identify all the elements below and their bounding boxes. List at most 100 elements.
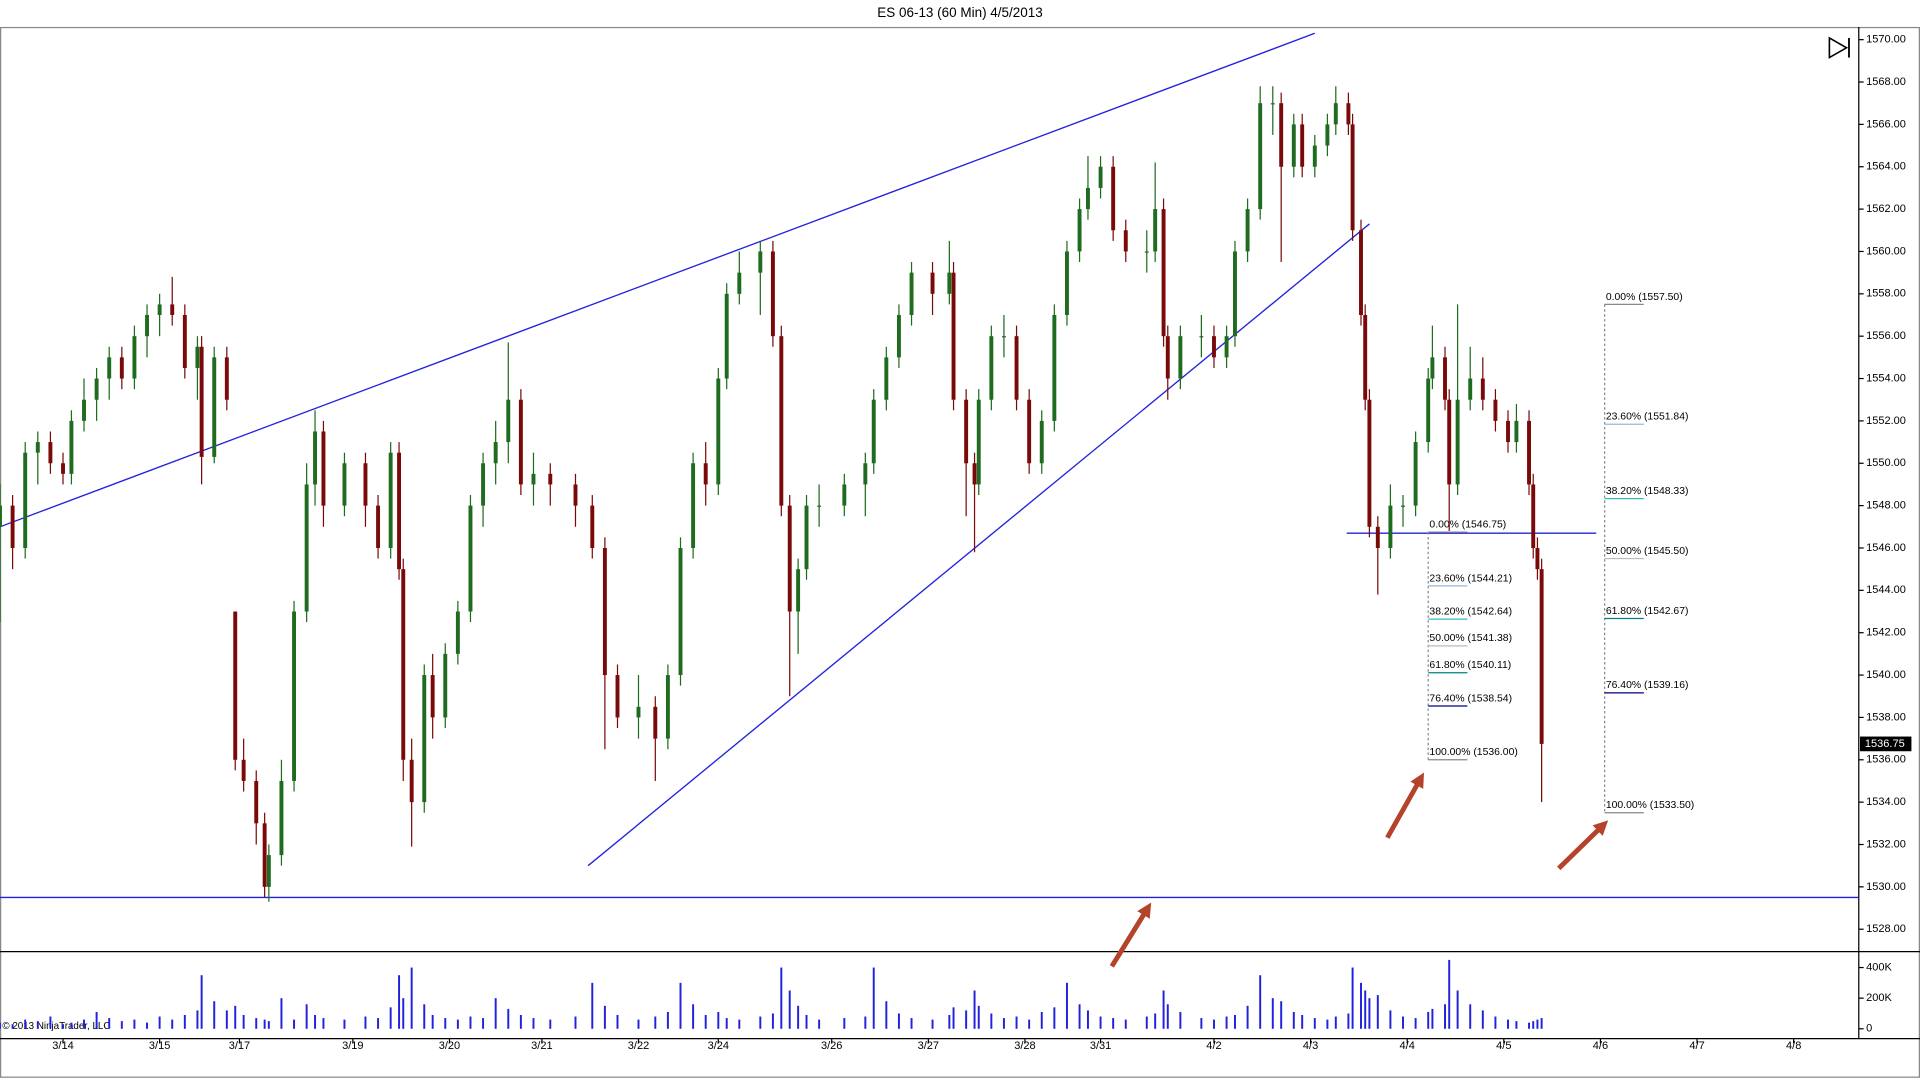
volume-bar [1448,959,1451,1029]
candle-body [1052,314,1057,421]
volume-bar [717,1011,720,1029]
x-tick-label: 3/26 [821,1040,842,1052]
candle-body [1325,124,1330,146]
candle-body [430,675,435,718]
copyright: © 2013 NinjaTrader, LLC [2,1021,110,1032]
volume-bar [171,1019,174,1029]
volume-bar [704,1015,707,1029]
x-tick-label: 3/31 [1090,1040,1111,1052]
candle-body [590,505,595,548]
arrow [1385,772,1425,839]
candle-body [1480,378,1485,400]
fib-label: 38.20% (1542.64) [1429,607,1512,618]
y-tick-label: 1566.00 [1866,118,1906,130]
volume-bar [532,1018,535,1029]
volume-bar [679,982,682,1029]
volume-bar [225,1010,228,1029]
volume-bar [507,1008,510,1029]
volume-bar [1053,1007,1056,1029]
candle-body [691,463,696,548]
y-tick-label: 1532.00 [1866,838,1906,850]
volume-bar [990,1013,993,1029]
volume-bar [36,1021,39,1029]
volume-bar [843,1018,846,1029]
candle-body [1064,251,1069,315]
volume-bar [95,1011,98,1029]
candle-body [1199,336,1204,338]
volume-bar [1414,1018,1417,1029]
candle-body [896,314,901,358]
volume-bar [725,1018,728,1029]
y-tick-label: 1564.00 [1866,161,1906,173]
candle-body [401,569,406,760]
volume-bar [293,1019,296,1029]
candle-body [195,346,200,368]
icon-triangle[interactable] [1828,36,1849,59]
volume-bar [196,1010,199,1029]
x-tick-label: 3/24 [708,1040,729,1052]
candle-body [787,505,792,612]
volume-bar [364,1016,367,1029]
volume-bar [666,1011,669,1029]
volume-tick-label: 0 [1866,1023,1872,1035]
candle-body [1426,378,1431,443]
volume-bar [280,998,283,1029]
candle-body [304,484,309,612]
candle-body [1258,103,1263,210]
volume-bar [1347,1013,1350,1029]
volume-bar [1234,1015,1236,1029]
volume-bar [1040,1011,1043,1029]
volume-bar [402,998,405,1029]
arrow [1109,902,1152,968]
volume-bar [519,1015,522,1029]
panel-icon[interactable] [1828,36,1850,59]
y-tick-label: 1536.00 [1866,754,1906,766]
volume-bar [897,1013,900,1029]
volume-bar [410,967,413,1029]
candle-body [871,399,876,464]
volume-bar [1112,1018,1115,1029]
volume-bar [948,1015,951,1029]
candle-body [506,399,511,443]
candle-body [1178,336,1183,379]
candle-body [518,399,523,485]
candle-body [455,611,460,654]
volume-bar [1166,1004,1169,1029]
volume-bar [549,1019,552,1029]
candle-body [796,569,801,612]
y-tick-label: 1562.00 [1866,203,1906,215]
candle-body [409,759,414,803]
candle-body [976,399,981,485]
y-tick-label: 1540.00 [1866,669,1906,681]
volume-bar [234,1005,237,1029]
candle-body [94,378,99,400]
volume-bar [314,1015,317,1029]
volume-bar [1507,1019,1510,1029]
fib-label: 100.00% (1536.00) [1429,747,1517,758]
volume-bar [1364,990,1367,1029]
volume-bar [305,1004,308,1029]
candle-body [224,357,229,400]
candle-body [1388,505,1393,548]
candle-body [119,357,124,379]
volume-bar [1002,1018,1005,1029]
candle-body [388,452,393,548]
candle-body [1514,420,1519,443]
volume-bar [1540,1018,1543,1029]
volume-bar [242,1015,245,1029]
candle-body [132,336,137,379]
candle-body [1153,209,1158,252]
candle-body [1527,420,1531,485]
volume-bar [1259,975,1262,1029]
candle-body [254,780,259,824]
x-tick-label: 3/20 [439,1040,460,1052]
candle-body [951,272,956,400]
volume-bar [62,1024,64,1029]
candle-body [716,378,721,485]
y-tick-label: 1556.00 [1866,330,1906,342]
x-tick-label: 4/7 [1689,1040,1704,1052]
candle-body [69,420,74,474]
volume-bar [780,967,783,1029]
candle-body [930,272,935,294]
